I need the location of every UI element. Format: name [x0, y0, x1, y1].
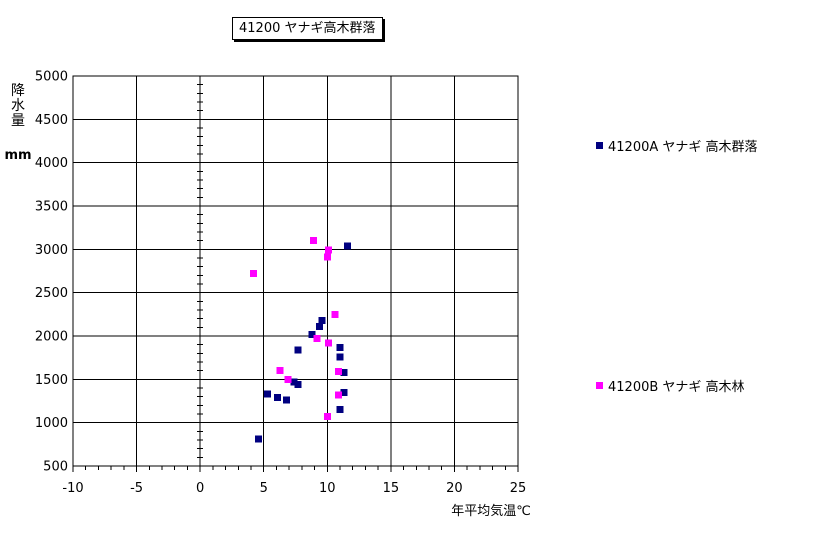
data-point[interactable] [336, 343, 344, 351]
legend-item-series-a[interactable]: 41200A ヤナギ 高木群落 [596, 136, 758, 155]
x-tick-label: 15 [383, 481, 400, 496]
data-point[interactable] [283, 396, 291, 404]
data-point[interactable] [313, 335, 321, 343]
y-tick-label: 2000 [35, 330, 68, 345]
y-axis-title: 降 水 量 mm [4, 83, 32, 164]
plot-area-border[interactable] [72, 75, 519, 467]
data-point[interactable] [340, 388, 348, 396]
data-series [250, 237, 352, 443]
legend-item-series-b[interactable]: 41200B ヤナギ 高木林 [596, 376, 745, 395]
x-tick-label: -10 [62, 481, 83, 496]
y-tick-label: 1500 [35, 373, 68, 388]
series-a-swatch-icon [596, 142, 603, 149]
y-axis-title-char: 水 [11, 98, 25, 114]
y-tick-label: 4000 [35, 156, 68, 171]
y-axis-title-char: 量 [11, 113, 25, 129]
data-point[interactable] [250, 270, 258, 278]
data-point[interactable] [335, 391, 343, 399]
x-tick-label: -5 [130, 481, 143, 496]
y-axis-title-char: 降 [11, 83, 25, 99]
y-tick-label: 3000 [35, 243, 68, 258]
axis-tick-labels: -10 -5 0 5 10 15 20 25 500 1000 1500 2000 2500 3000 35… [35, 70, 526, 497]
data-point[interactable] [344, 242, 352, 250]
legend-label-series-b: 41200B ヤナギ 高木林 [608, 380, 745, 395]
data-point[interactable] [336, 406, 344, 414]
data-point[interactable] [294, 346, 302, 354]
data-point[interactable] [284, 375, 292, 383]
data-point[interactable] [336, 353, 344, 361]
data-point[interactable] [340, 368, 348, 376]
x-tick-label: 0 [196, 481, 204, 496]
plot-border [72, 75, 519, 467]
axis-ticks [72, 75, 519, 472]
data-point[interactable] [255, 435, 263, 443]
data-point[interactable] [316, 322, 324, 330]
y-tick-label: 5000 [35, 70, 68, 85]
y-tick-label: 4500 [35, 113, 68, 128]
x-tick-label: 5 [260, 481, 268, 496]
series-b-swatch-icon [596, 382, 603, 389]
data-point[interactable] [335, 368, 343, 376]
y-tick-label: 3500 [35, 200, 68, 215]
chart-title[interactable]: 41200 ヤナギ高木群落 [232, 17, 383, 40]
gridlines [72, 75, 519, 467]
series-0 [255, 242, 352, 443]
y-tick-label: 500 [43, 460, 68, 475]
y-tick-label: 2500 [35, 286, 68, 301]
data-point[interactable] [325, 339, 333, 347]
data-point[interactable] [323, 253, 331, 261]
data-point[interactable] [308, 330, 316, 338]
data-point[interactable] [323, 413, 331, 421]
x-tick-label: 10 [319, 481, 336, 496]
data-point[interactable] [290, 378, 298, 386]
data-point[interactable] [309, 237, 317, 245]
data-point[interactable] [274, 394, 282, 402]
x-tick-label: 25 [510, 481, 527, 496]
data-point[interactable] [325, 246, 333, 254]
y-axis-unit: mm [4, 148, 32, 163]
data-point[interactable] [331, 310, 339, 318]
x-axis-title: 年平均気温℃ [451, 504, 531, 519]
data-point[interactable] [276, 367, 284, 375]
legend-label-series-a: 41200A ヤナギ 高木群落 [608, 140, 758, 155]
y-tick-label: 1000 [35, 416, 68, 431]
series-1 [250, 237, 343, 421]
data-point[interactable] [264, 390, 272, 398]
data-point[interactable] [294, 381, 302, 389]
data-point[interactable] [318, 316, 326, 324]
x-tick-label: 20 [446, 481, 463, 496]
